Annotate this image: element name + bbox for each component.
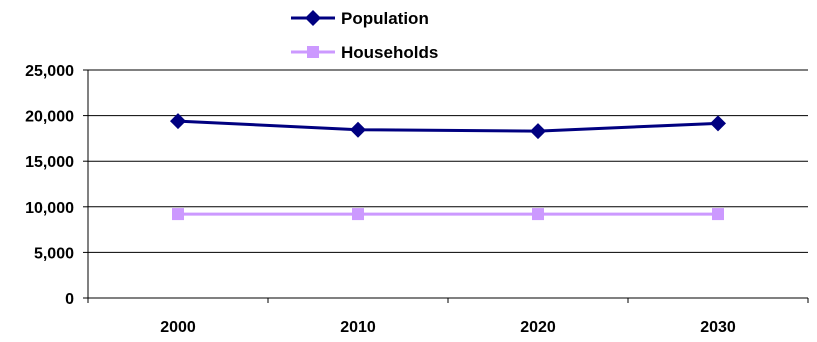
gridlines <box>88 69 808 253</box>
y-tick-label: 20,000 <box>25 109 74 126</box>
series-line-population <box>177 119 719 133</box>
legend-item-households: Households <box>291 43 438 62</box>
series-population <box>170 113 726 140</box>
data-point-population <box>710 115 726 132</box>
x-tick-label: 2020 <box>520 319 556 336</box>
y-tick-label: 0 <box>65 291 74 308</box>
legend: Population Households <box>291 9 438 62</box>
y-tick-label: 25,000 <box>25 63 74 80</box>
data-point-households <box>172 208 184 221</box>
x-tick-label: 2010 <box>340 319 376 336</box>
series-layer <box>170 113 726 221</box>
x-tick-label: 2030 <box>700 319 736 336</box>
legend-marker-population <box>305 10 321 26</box>
x-tick-label: 2000 <box>160 319 196 336</box>
legend-marker-households <box>307 46 319 58</box>
series-households <box>172 208 724 221</box>
legend-label-households: Households <box>341 43 438 62</box>
y-tick-label: 15,000 <box>25 154 74 171</box>
y-axis-tick-labels: 0 5,000 10,000 15,000 20,000 25,000 <box>25 63 74 308</box>
y-tick-label: 10,000 <box>25 200 74 217</box>
axes <box>83 69 809 303</box>
legend-label-population: Population <box>341 9 429 28</box>
x-axis-tick-labels: 2000 2010 2020 2030 <box>160 319 736 336</box>
data-point-population <box>170 113 186 130</box>
y-tick-label: 5,000 <box>34 245 74 262</box>
data-point-households <box>532 208 544 221</box>
data-point-households <box>352 208 364 221</box>
data-point-population <box>350 121 366 138</box>
data-point-households <box>712 208 724 221</box>
legend-item-population: Population <box>291 9 429 28</box>
data-point-population <box>530 123 546 140</box>
